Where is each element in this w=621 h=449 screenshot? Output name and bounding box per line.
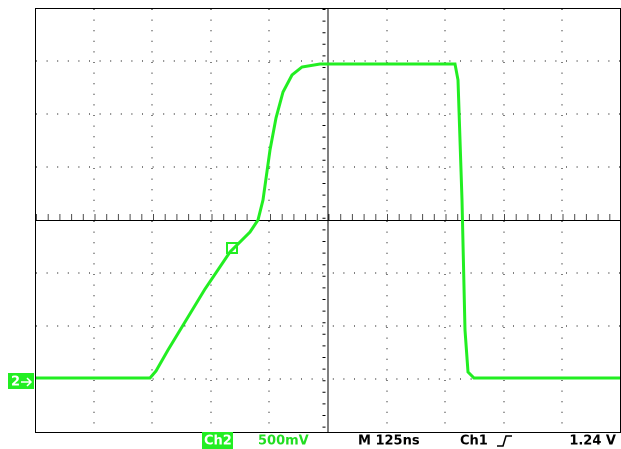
trigger-source: Ch1 bbox=[460, 434, 488, 449]
trigger-level: 1.24 V bbox=[569, 434, 616, 449]
channel-marker: 2 bbox=[11, 375, 20, 390]
waveform bbox=[36, 62, 620, 380]
channel-label-box bbox=[202, 432, 233, 449]
graticule bbox=[35, 8, 621, 433]
timebase: M 125ns bbox=[358, 434, 420, 449]
channel-marker-arrow bbox=[21, 377, 33, 387]
channel-label: Ch2 bbox=[204, 434, 232, 449]
trigger-point-marker bbox=[226, 242, 238, 254]
volts-per-div: 500mV bbox=[258, 434, 309, 449]
trigger-slope-icon bbox=[497, 435, 512, 447]
